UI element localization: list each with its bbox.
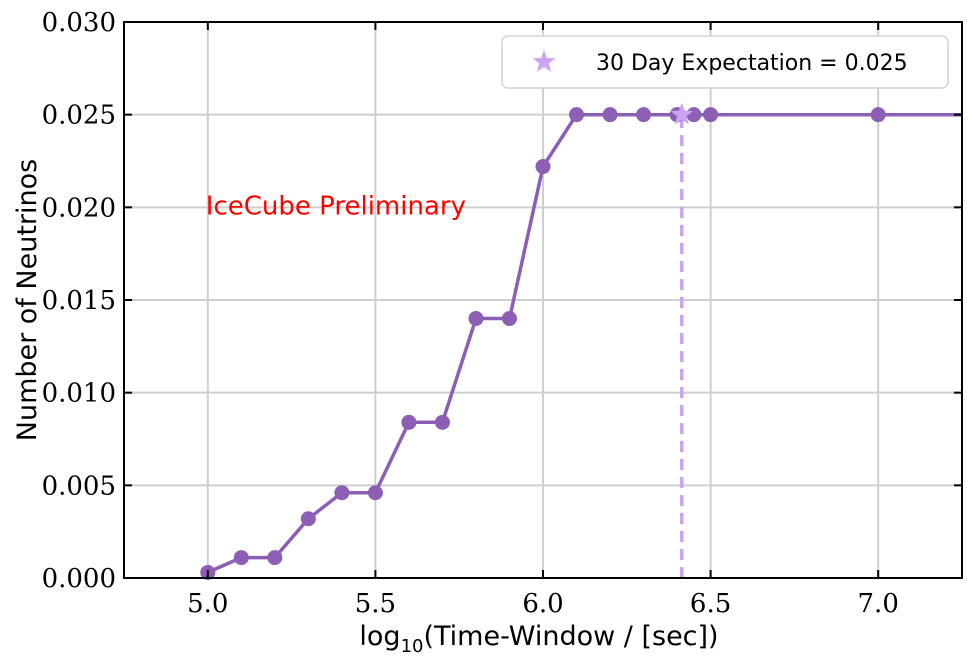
y-tick-label-4: 0.020 xyxy=(42,193,116,223)
x-tick-label-1: 5.5 xyxy=(355,589,396,619)
x-tick-label-0: 5.0 xyxy=(187,589,228,619)
y-tick-label-2: 0.010 xyxy=(42,379,116,409)
legend-label: 30 Day Expectation = 0.025 xyxy=(596,51,908,76)
data-point-12 xyxy=(602,107,618,123)
y-tick-label-5: 0.025 xyxy=(42,101,116,131)
series-layer xyxy=(200,102,962,580)
x-axis-title-rest: (Time-Window / [sec]) xyxy=(423,621,718,652)
data-point-10 xyxy=(535,159,551,175)
x-axis-title-subscript: 10 xyxy=(401,636,424,657)
legend: 30 Day Expectation = 0.025 xyxy=(501,35,949,89)
x-axis-title-log: log xyxy=(359,621,400,652)
data-point-17 xyxy=(870,107,886,123)
annotation-text: IceCube Preliminary xyxy=(206,191,466,221)
data-point-8 xyxy=(468,311,484,327)
legend-box xyxy=(501,35,949,89)
data-point-9 xyxy=(501,311,517,327)
x-axis: 5.0 5.5 6.0 6.5 7.0 xyxy=(187,22,899,619)
data-point-1 xyxy=(233,550,249,566)
data-point-7 xyxy=(434,414,450,430)
data-point-2 xyxy=(267,550,283,566)
data-point-5 xyxy=(367,485,383,501)
data-point-11 xyxy=(569,107,585,123)
data-point-4 xyxy=(334,485,350,501)
x-tick-label-2: 6.0 xyxy=(522,589,563,619)
grid xyxy=(124,22,962,578)
x-axis-title: log10(Time-Window / [sec]) xyxy=(359,621,718,657)
y-axis: 0.000 0.005 0.010 0.015 0.020 0.025 0.030 xyxy=(42,8,962,594)
data-point-16 xyxy=(703,107,719,123)
y-tick-label-6: 0.030 xyxy=(42,8,116,38)
expectation-star-marker xyxy=(670,102,694,125)
y-axis-title: Number of Neutrinos xyxy=(12,159,43,441)
y-tick-label-3: 0.015 xyxy=(42,286,116,316)
x-tick-label-3: 6.5 xyxy=(690,589,731,619)
y-tick-label-1: 0.005 xyxy=(42,471,116,501)
data-point-15 xyxy=(686,107,702,123)
y-tick-label-0: 0.000 xyxy=(42,564,116,594)
data-point-13 xyxy=(636,107,652,123)
data-point-6 xyxy=(401,414,417,430)
x-tick-label-4: 7.0 xyxy=(858,589,899,619)
series-line-0 xyxy=(207,112,962,575)
data-point-3 xyxy=(300,511,316,527)
legend-star-marker xyxy=(532,50,556,72)
